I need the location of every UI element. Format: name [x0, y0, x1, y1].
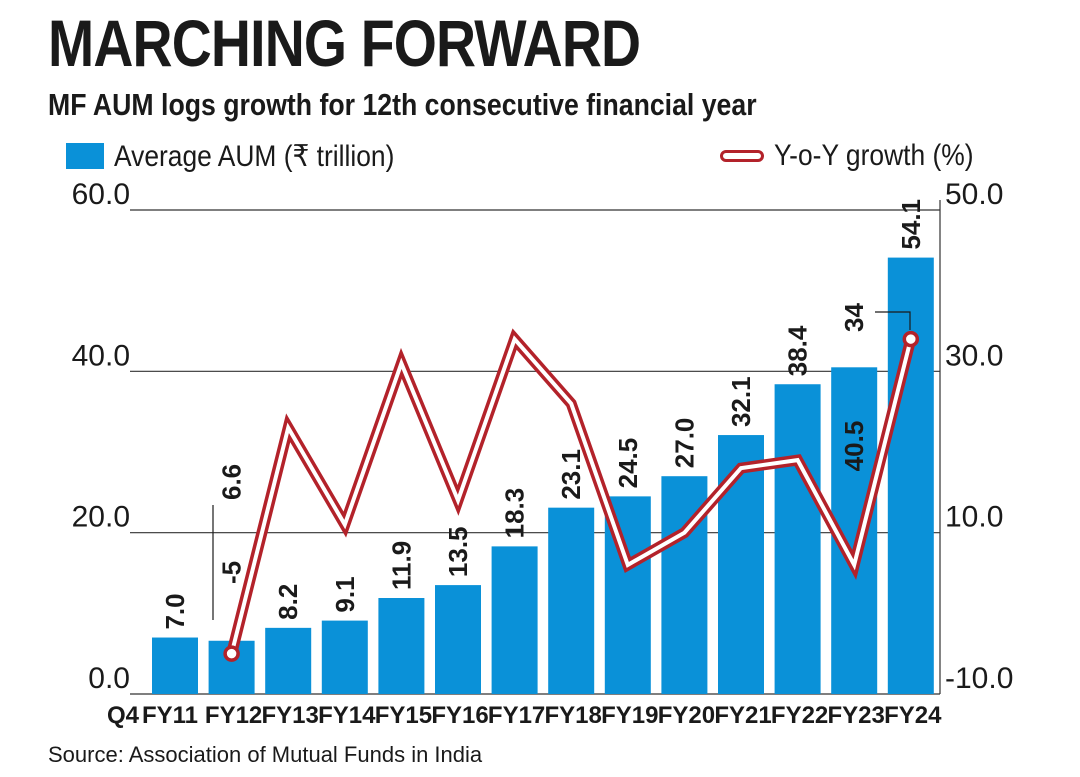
- x-tick-label: FY18: [545, 702, 602, 729]
- legend-line: Y-o-Y growth (%): [720, 136, 1001, 176]
- bar: [378, 598, 425, 694]
- bar-value-label: 11.9: [386, 541, 416, 590]
- growth-line-marker: [223, 645, 240, 662]
- bar-value-label: 8.2: [273, 584, 303, 620]
- chart-subtitle: MF AUM logs growth for 12th consecutive …: [48, 87, 757, 122]
- x-tick-label: FY14: [318, 702, 376, 729]
- bar: [548, 507, 595, 694]
- x-tick-label: FY16: [431, 702, 488, 729]
- x-tick-label: FY15: [375, 702, 432, 729]
- growth-line-marker: [902, 330, 920, 348]
- x-tick-label: FY12: [205, 702, 262, 729]
- legend-bars-label: Average AUM (₹ trillion): [114, 139, 395, 173]
- right-tick-label: 30.0: [945, 339, 1003, 372]
- right-tick-label: 10.0: [945, 501, 1003, 534]
- x-tick-label: FY13: [262, 702, 319, 729]
- bar-value-label: 9.1: [330, 576, 360, 612]
- left-tick-label: 60.0: [72, 178, 130, 211]
- bar: [265, 627, 312, 694]
- chart-title: MARCHING FORWARD: [48, 6, 641, 80]
- growth-label-leader: [875, 311, 911, 330]
- bar-value-label: 40.5: [839, 421, 869, 472]
- bar-value-label: 23.1: [556, 449, 586, 500]
- left-tick-label: 20.0: [72, 501, 130, 534]
- bar-value-label: 18.3: [500, 488, 530, 539]
- bar: [321, 620, 368, 694]
- bar-value-label: 6.6: [217, 464, 247, 500]
- x-tick-label: FY22: [771, 702, 828, 729]
- legend-line-swatch: [720, 150, 764, 162]
- bar-value-label: 24.5: [613, 438, 643, 489]
- x-tick-label: FY23: [828, 702, 885, 729]
- x-tick-label: FY19: [601, 702, 658, 729]
- right-tick-label: 50.0: [945, 178, 1003, 211]
- bar: [491, 546, 538, 694]
- x-tick-label: FY24: [884, 702, 942, 729]
- bar-value-label: 54.1: [896, 199, 926, 250]
- x-tick-label: Q4: [107, 702, 140, 729]
- growth-line: [229, 335, 913, 655]
- bar: [887, 257, 934, 694]
- bar-value-label: 13.5: [443, 526, 473, 577]
- left-tick-label: 0.0: [88, 662, 130, 695]
- bar-value-label: 32.1: [726, 376, 756, 427]
- bar: [774, 384, 821, 694]
- x-tick-label: FY21: [714, 702, 771, 729]
- legend-bars: Average AUM (₹ trillion): [66, 136, 433, 176]
- left-tick-label: 40.0: [72, 339, 130, 372]
- bar-value-label: 27.0: [669, 418, 699, 469]
- right-tick-label: -10.0: [945, 662, 1013, 695]
- source-note: Source: Association of Mutual Funds in I…: [48, 742, 483, 767]
- x-tick-label: FY11: [142, 702, 198, 729]
- x-tick-label: FY17: [488, 702, 545, 729]
- legend-bar-swatch: [66, 143, 104, 169]
- bar-value-label: 38.4: [783, 325, 813, 376]
- growth-value-label: 34: [839, 303, 869, 332]
- bar: [152, 637, 198, 694]
- growth-value-label: -5: [217, 561, 247, 584]
- x-tick-label: FY20: [658, 702, 715, 729]
- legend-line-label: Y-o-Y growth (%): [774, 139, 974, 172]
- bar-value-label: 7.0: [160, 593, 190, 629]
- bar: [435, 585, 481, 694]
